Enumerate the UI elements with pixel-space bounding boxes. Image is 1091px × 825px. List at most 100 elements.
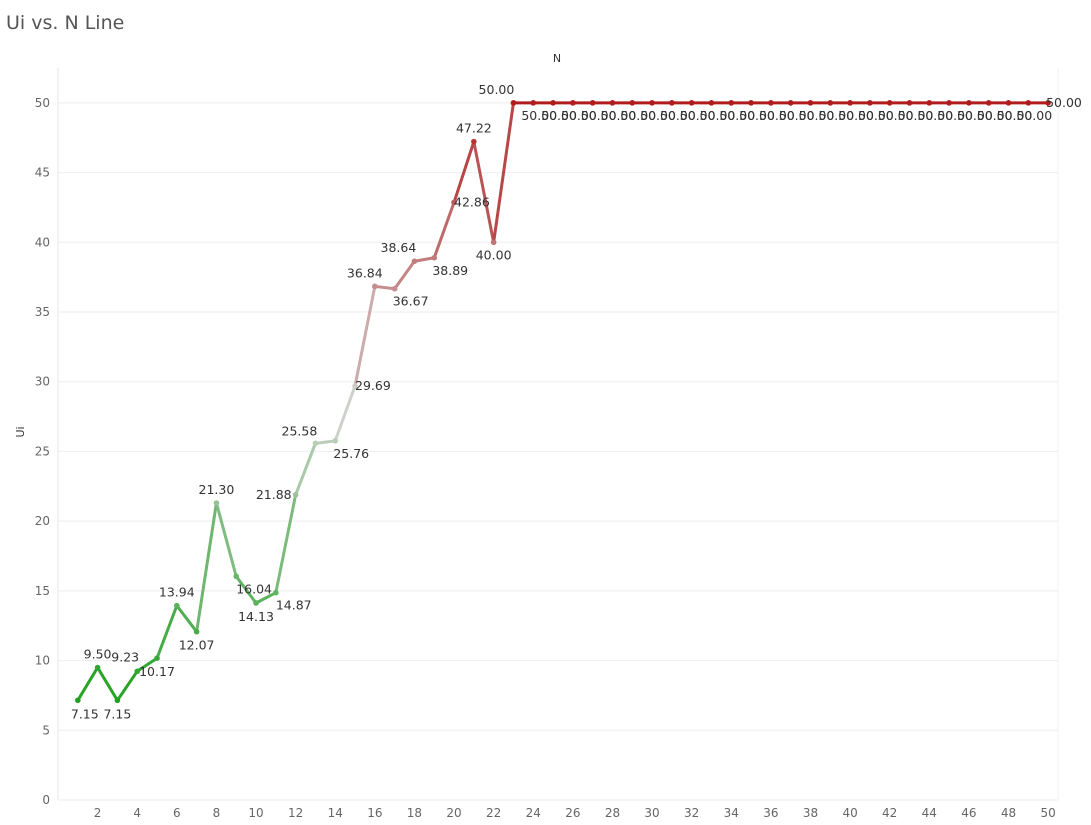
y-axis-title: Ui xyxy=(14,426,27,437)
data-point[interactable] xyxy=(867,100,873,106)
data-point[interactable] xyxy=(787,100,794,106)
data-point[interactable] xyxy=(510,100,517,106)
data-point[interactable] xyxy=(570,100,576,106)
x-tick-label: 28 xyxy=(605,806,620,820)
x-tick-label: 50 xyxy=(1040,806,1055,820)
data-point[interactable] xyxy=(550,100,556,106)
data-point[interactable] xyxy=(312,440,319,447)
data-point[interactable] xyxy=(688,100,695,106)
data-point[interactable] xyxy=(94,664,101,671)
y-tick-label: 35 xyxy=(35,305,50,319)
data-label: 36.84 xyxy=(347,265,383,280)
x-tick-label: 8 xyxy=(213,806,221,820)
data-point[interactable] xyxy=(985,100,992,106)
data-point[interactable] xyxy=(946,100,952,106)
data-point[interactable] xyxy=(886,100,893,106)
data-point[interactable] xyxy=(451,199,457,206)
data-point[interactable] xyxy=(748,100,754,106)
line-segment xyxy=(452,140,476,204)
data-point[interactable] xyxy=(1025,100,1032,106)
data-point[interactable] xyxy=(768,100,774,106)
x-tick-label: 24 xyxy=(526,806,541,820)
data-label: 50.00 xyxy=(937,108,973,123)
data-label: 40.00 xyxy=(476,247,512,262)
data-point[interactable] xyxy=(649,100,655,106)
data-point[interactable] xyxy=(471,138,477,145)
data-point[interactable] xyxy=(75,697,81,704)
data-label: 50.00 xyxy=(779,108,815,123)
data-point[interactable] xyxy=(609,100,616,106)
data-label: 21.30 xyxy=(199,482,235,497)
data-point[interactable] xyxy=(669,100,675,106)
data-point[interactable] xyxy=(1045,100,1051,106)
x-tick-label: 2 xyxy=(94,806,102,820)
data-point[interactable] xyxy=(391,285,398,292)
x-tick-label: 40 xyxy=(842,806,857,820)
data-point[interactable] xyxy=(906,100,913,106)
data-label: 50.00 xyxy=(521,108,557,123)
x-tick-label: 12 xyxy=(288,806,303,820)
data-point[interactable] xyxy=(807,100,814,106)
data-label: 50.00 xyxy=(1046,95,1082,110)
data-point[interactable] xyxy=(134,668,141,675)
data-point[interactable] xyxy=(728,100,735,106)
data-point[interactable] xyxy=(292,492,299,498)
data-point[interactable] xyxy=(174,602,180,609)
x-axis-title: N xyxy=(553,52,561,65)
line-segment xyxy=(214,501,238,578)
data-point[interactable] xyxy=(114,697,121,704)
line-segment xyxy=(412,256,436,263)
data-point[interactable] xyxy=(926,100,933,106)
data-point[interactable] xyxy=(589,100,596,106)
y-tick-label: 40 xyxy=(35,235,50,249)
data-label: 50.00 xyxy=(799,108,835,123)
data-point[interactable] xyxy=(233,573,240,580)
data-label: 42.86 xyxy=(454,194,490,209)
x-tick-label: 26 xyxy=(565,806,580,820)
data-point[interactable] xyxy=(490,239,497,246)
data-point[interactable] xyxy=(213,500,220,506)
line-segment xyxy=(254,591,278,605)
data-point[interactable] xyxy=(827,100,834,106)
data-label: 50.00 xyxy=(541,108,577,123)
line-segment xyxy=(175,604,199,634)
data-point[interactable] xyxy=(530,100,537,106)
line-segment xyxy=(333,384,357,443)
data-point[interactable] xyxy=(253,600,259,606)
data-point[interactable] xyxy=(154,655,160,662)
line-segment xyxy=(155,604,179,660)
data-point[interactable] xyxy=(708,100,715,106)
data-point[interactable] xyxy=(1005,100,1012,106)
data-point[interactable] xyxy=(332,438,339,444)
data-point[interactable] xyxy=(372,283,378,290)
data-label: 9.23 xyxy=(111,649,139,664)
x-tick-label: 30 xyxy=(644,806,659,820)
data-label: 50.00 xyxy=(561,108,597,123)
line-segment xyxy=(274,493,298,595)
data-label: 50.00 xyxy=(700,108,736,123)
data-point[interactable] xyxy=(352,383,358,389)
x-tick-label: 44 xyxy=(922,806,937,820)
series-points[interactable] xyxy=(75,100,1051,704)
chart-title: Ui vs. N Line xyxy=(6,12,125,34)
line-segment xyxy=(96,666,119,702)
data-label: 50.00 xyxy=(977,108,1013,123)
data-point[interactable] xyxy=(431,254,438,261)
data-label: 50.00 xyxy=(997,108,1033,123)
data-label: 50.00 xyxy=(818,108,854,123)
data-point[interactable] xyxy=(273,589,279,596)
data-point[interactable] xyxy=(847,100,853,106)
data-label: 50.00 xyxy=(1016,108,1052,123)
y-tick-label: 15 xyxy=(35,584,50,598)
data-point[interactable] xyxy=(193,628,200,635)
data-label: 9.50 xyxy=(84,647,112,662)
line-segment xyxy=(373,284,397,291)
line-segment xyxy=(195,501,218,634)
line-segment xyxy=(432,200,456,260)
line-segment xyxy=(393,259,416,291)
data-point[interactable] xyxy=(966,100,972,106)
data-point[interactable] xyxy=(629,100,636,106)
data-point[interactable] xyxy=(411,258,418,265)
